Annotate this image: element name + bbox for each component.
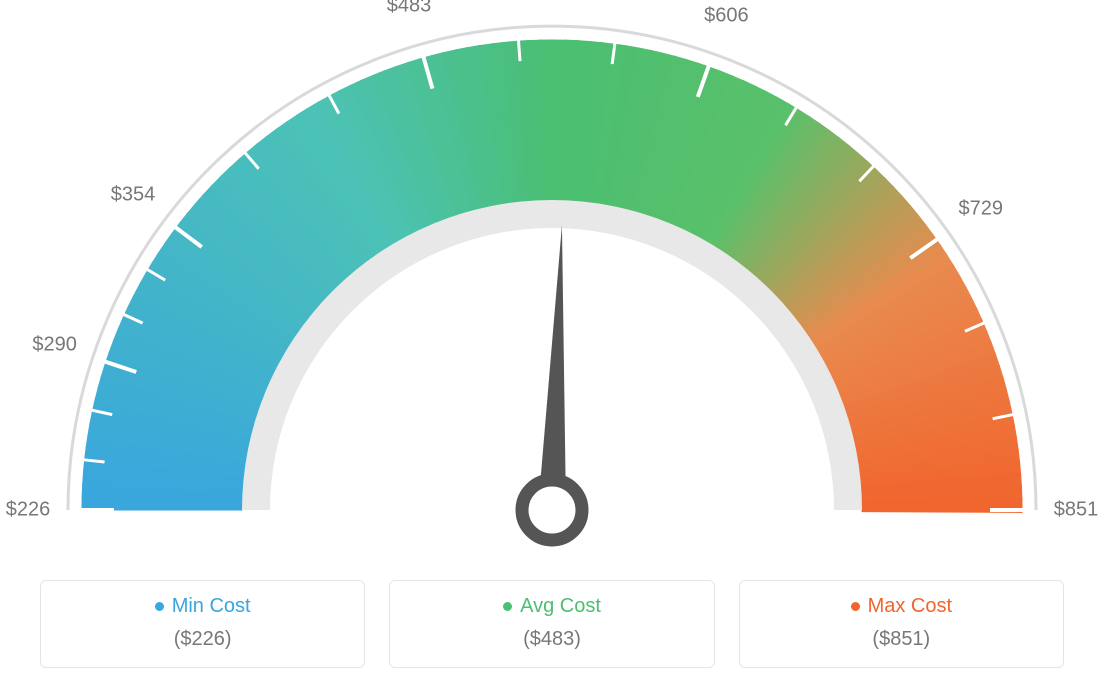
- legend-value-max: ($851): [750, 628, 1053, 651]
- gauge-scale-label: $851: [1054, 499, 1099, 522]
- legend-card-max: Max Cost ($851): [739, 580, 1064, 668]
- legend-title-min: Min Cost: [155, 595, 251, 618]
- gauge-scale-label: $483: [387, 0, 432, 17]
- legend-dot-max: [851, 602, 860, 611]
- gauge-area: $226 $290 $354 $483 $606 $729 $851: [0, 0, 1104, 570]
- legend-dot-min: [155, 602, 164, 611]
- gauge-scale-label: $226: [6, 499, 51, 522]
- legend-title-avg: Avg Cost: [503, 595, 601, 618]
- legend-card-min: Min Cost ($226): [40, 580, 365, 668]
- legend-label-min: Min Cost: [172, 595, 251, 618]
- gauge-svg: [0, 0, 1104, 570]
- gauge-scale-label: $606: [704, 4, 749, 27]
- gauge-scale-label: $290: [32, 333, 77, 356]
- legend-row: Min Cost ($226) Avg Cost ($483) Max Cost…: [40, 580, 1064, 668]
- gauge-scale-label: $354: [111, 184, 156, 207]
- legend-label-max: Max Cost: [868, 595, 952, 618]
- legend-value-avg: ($483): [400, 628, 703, 651]
- legend-dot-avg: [503, 602, 512, 611]
- legend-card-avg: Avg Cost ($483): [389, 580, 714, 668]
- legend-label-avg: Avg Cost: [520, 595, 601, 618]
- cost-gauge-chart: { "gauge": { "type": "gauge", "cx": 552,…: [0, 0, 1104, 690]
- gauge-scale-label: $729: [958, 197, 1003, 220]
- legend-title-max: Max Cost: [851, 595, 952, 618]
- legend-value-min: ($226): [51, 628, 354, 651]
